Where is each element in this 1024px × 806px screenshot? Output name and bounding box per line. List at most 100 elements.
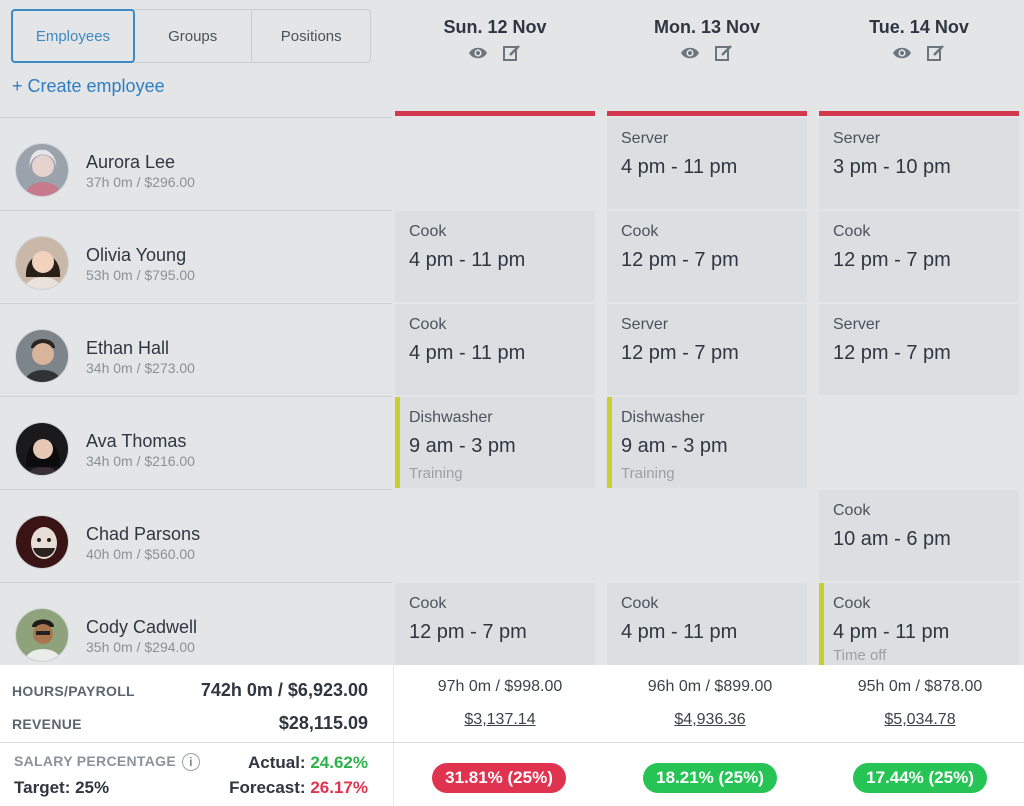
shift-card[interactable]: Server 4 pm - 11 pm <box>607 118 807 209</box>
day-header-sun: Sun. 12 Nov <box>395 0 595 116</box>
avatar <box>15 236 69 290</box>
day-hours-payroll: 95h 0m / $878.00 <box>857 678 983 695</box>
employee-row[interactable]: Olivia Young 53h 0m / $795.00 <box>0 210 392 302</box>
shift-time: 4 pm - 11 pm <box>409 249 526 271</box>
shift-card[interactable]: Cook 12 pm - 7 pm <box>819 211 1019 302</box>
day-hours-payroll: 97h 0m / $998.00 <box>437 678 563 695</box>
shift-note: Training <box>621 465 675 482</box>
employee-name[interactable]: Aurora Lee <box>86 152 176 172</box>
shift-role: Server <box>621 130 669 147</box>
hours-payroll-total: 742h 0m / $6,923.00 <box>200 680 368 700</box>
shift-role: Server <box>833 316 881 333</box>
revenue-label: REVENUE <box>12 716 82 732</box>
view-tabs: Employees Groups Positions <box>11 9 371 63</box>
avatar <box>15 422 69 476</box>
shift-card[interactable]: Cook 4 pm - 11 pm <box>395 211 595 302</box>
create-employee-link[interactable]: + Create employee <box>12 76 165 96</box>
day-salary-pct-badge: 18.21% (25%) <box>643 763 777 793</box>
shift-time: 12 pm - 7 pm <box>409 621 527 643</box>
avatar <box>15 608 69 662</box>
day-label: Sun. 12 Nov <box>443 17 547 37</box>
shift-role: Dishwasher <box>409 409 493 426</box>
tab-positions[interactable]: Positions <box>280 27 342 45</box>
shift-role: Cook <box>621 223 659 240</box>
day-salary-pct-badge: 17.44% (25%) <box>853 763 987 793</box>
salary-percentage-label: SALARY PERCENTAGE i <box>14 753 200 772</box>
employee-row[interactable]: Chad Parsons 40h 0m / $560.00 <box>0 489 392 581</box>
actual-value: 24.62% <box>310 753 368 772</box>
shift-card[interactable]: Server 12 pm - 7 pm <box>607 304 807 395</box>
shift-role: Cook <box>621 595 659 612</box>
day-status-bar <box>395 111 595 116</box>
avatar <box>15 143 69 197</box>
employee-name[interactable]: Ethan Hall <box>86 338 170 358</box>
employee-row[interactable]: Aurora Lee 37h 0m / $296.00 <box>0 117 392 209</box>
footer-divider <box>0 742 1024 743</box>
day-status-bar <box>819 111 1019 116</box>
employee-hours-pay: 37h 0m / $296.00 <box>86 174 195 190</box>
info-icon[interactable]: i <box>181 753 200 772</box>
employee-row[interactable]: Ethan Hall 34h 0m / $273.00 <box>0 303 392 395</box>
employee-name[interactable]: Ava Thomas <box>86 431 187 451</box>
day-label: Tue. 14 Nov <box>869 17 969 37</box>
shift-card[interactable]: Server 3 pm - 10 pm <box>819 118 1019 209</box>
employee-name[interactable]: Olivia Young <box>86 245 187 265</box>
employee-hours-pay: 34h 0m / $273.00 <box>86 360 195 376</box>
shift-card[interactable]: Cook 4 pm - 11 pm Time off <box>819 583 1019 665</box>
shift-role: Server <box>621 316 669 333</box>
day-header-tue: Tue. 14 Nov <box>819 0 1019 116</box>
shift-card[interactable]: Server 12 pm - 7 pm <box>819 304 1019 395</box>
shift-card[interactable]: Cook 4 pm - 11 pm <box>395 304 595 395</box>
tab-groups[interactable]: Groups <box>134 10 253 62</box>
actual-label: Actual: <box>247 753 306 772</box>
employee-name[interactable]: Cody Cadwell <box>86 617 198 637</box>
avatar <box>15 329 69 383</box>
edit-icon[interactable] <box>926 44 946 62</box>
employee-row[interactable]: Cody Cadwell 35h 0m / $294.00 <box>0 582 392 666</box>
shift-time: 4 pm - 11 pm <box>833 621 950 643</box>
shift-role: Cook <box>409 223 447 240</box>
day-revenue-link[interactable]: $4,936.36 <box>674 711 746 728</box>
shift-time: 12 pm - 7 pm <box>621 249 739 271</box>
shift-card[interactable]: Cook 12 pm - 7 pm <box>607 211 807 302</box>
edit-icon[interactable] <box>502 44 522 62</box>
edit-icon[interactable] <box>714 44 734 62</box>
shift-role: Cook <box>833 502 871 519</box>
shift-role: Cook <box>833 595 871 612</box>
shift-time: 4 pm - 11 pm <box>621 156 738 178</box>
shift-card[interactable]: Dishwasher 9 am - 3 pm Training <box>607 397 807 488</box>
shift-time: 12 pm - 7 pm <box>833 342 951 364</box>
shift-time: 12 pm - 7 pm <box>833 249 951 271</box>
employee-name[interactable]: Chad Parsons <box>86 524 201 544</box>
eye-icon[interactable] <box>892 44 912 62</box>
shift-time: 12 pm - 7 pm <box>621 342 739 364</box>
shift-time: 3 pm - 10 pm <box>833 156 951 178</box>
actual-percentage: Actual: 24.62% <box>248 753 368 773</box>
day-status-bar <box>607 111 807 116</box>
revenue-total: $28,115.09 <box>278 713 368 733</box>
eye-icon[interactable] <box>468 44 488 62</box>
shift-card[interactable]: Cook 12 pm - 7 pm <box>395 583 595 665</box>
shift-card[interactable]: Dishwasher 9 am - 3 pm Training <box>395 397 595 488</box>
shift-card[interactable]: Cook 10 am - 6 pm <box>819 490 1019 581</box>
forecast-value: 26.17% <box>310 778 368 797</box>
eye-icon[interactable] <box>680 44 700 62</box>
shift-time: 10 am - 6 pm <box>833 528 951 550</box>
day-header-mon: Mon. 13 Nov <box>607 0 807 116</box>
shift-card[interactable]: Cook 4 pm - 11 pm <box>607 583 807 665</box>
employee-row[interactable]: Ava Thomas 34h 0m / $216.00 <box>0 396 392 488</box>
shift-role: Cook <box>409 316 447 333</box>
day-revenue-link[interactable]: $5,034.78 <box>884 711 956 728</box>
day-label: Mon. 13 Nov <box>653 17 760 37</box>
employee-hours-pay: 35h 0m / $294.00 <box>86 639 195 655</box>
employee-hours-pay: 34h 0m / $216.00 <box>86 453 195 469</box>
avatar <box>15 515 69 569</box>
day-revenue-link[interactable]: $3,137.14 <box>464 711 536 728</box>
tab-employees[interactable]: Employees <box>11 9 135 63</box>
shift-role: Dishwasher <box>621 409 705 426</box>
shift-time: 4 pm - 11 pm <box>621 621 738 643</box>
footer-divider-vertical <box>393 665 394 806</box>
shift-role: Cook <box>833 223 871 240</box>
shift-time: 4 pm - 11 pm <box>409 342 526 364</box>
target-value: Target: 25% <box>14 778 110 797</box>
